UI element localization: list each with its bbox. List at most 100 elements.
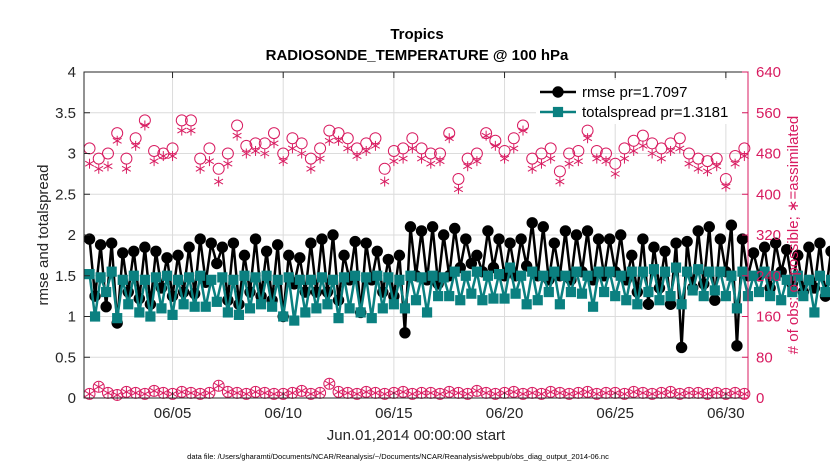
possible-obs-point: [83, 142, 96, 155]
totalspread-point: [610, 291, 621, 302]
totalspread-point: [499, 293, 510, 304]
rmse-point: [271, 239, 284, 251]
y-tick-label: 0.5: [55, 349, 76, 366]
assimilated-obs-low--point: [380, 388, 390, 399]
assimilated-obs-low--point-stroke: [204, 389, 215, 396]
totalspread-point: [493, 269, 505, 280]
assimilated-obs-low--point-stroke: [131, 389, 141, 396]
legend: rmse pr=1.7097 totalspread pr=1.3181: [536, 80, 742, 124]
totalspread-point: [781, 274, 792, 285]
assimilated-obs-low--point: [453, 387, 464, 398]
assimilated-obs-low--point: [223, 386, 233, 397]
rmse-point: [117, 247, 129, 259]
assimilated-obs-low--point: [509, 386, 519, 397]
assimilated-obs-point-stroke: [214, 178, 224, 185]
rmse-point: [526, 217, 538, 229]
assimilated-obs-low--point-stroke: [232, 389, 242, 396]
assimilated-obs-low--point-stroke: [435, 390, 445, 397]
assimilated-obs-low--point: [536, 388, 547, 399]
assimilated-obs-point-stroke: [315, 155, 325, 162]
assimilated-obs-point: [546, 153, 556, 164]
assimilated-obs-point-stroke: [573, 158, 583, 165]
rmse-point: [238, 249, 251, 262]
assimilated-obs-low--point: [324, 378, 334, 389]
totalspread-point: [261, 270, 272, 281]
possible-obs-low--point: [461, 387, 474, 400]
totalspread-point: [316, 272, 328, 283]
legend-label: totalspread pr=1.3181: [582, 104, 728, 121]
assimilated-obs-low--point: [592, 388, 602, 399]
assimilated-obs-point-stroke: [435, 158, 445, 165]
assimilated-obs-point-stroke: [647, 150, 657, 157]
assimilated-obs-point: [407, 143, 417, 154]
assimilated-obs-low--point-stroke: [444, 388, 454, 395]
assimilated-obs-low--point-stroke: [186, 389, 196, 396]
assimilated-obs-low--point-stroke: [426, 389, 436, 396]
totalspread-point: [200, 301, 211, 312]
totalspread-point: [516, 270, 527, 281]
assimilated-obs-point: [702, 166, 713, 177]
assimilated-obs-point: [527, 163, 537, 174]
assimilated-obs-low--point-stroke: [103, 389, 113, 396]
totalspread-point: [322, 299, 333, 310]
rmse-point: [637, 233, 649, 245]
assimilated-obs-low--point: [315, 387, 325, 398]
totalspread-point: [244, 303, 256, 314]
rmse-point: [592, 233, 605, 245]
possible-obs-point: [212, 162, 225, 175]
assimilated-obs-point-stroke: [453, 186, 464, 193]
assimilated-obs-point: [324, 135, 334, 146]
assimilated-obs-low--point-stroke: [250, 388, 261, 395]
totalspread-point: [106, 266, 117, 277]
totalspread-point: [344, 303, 355, 314]
assimilated-obs-point-stroke: [343, 145, 353, 152]
assimilated-obs-low--point: [306, 388, 316, 399]
totalspread-point: [128, 270, 139, 281]
assimilated-obs-point: [269, 138, 279, 149]
assimilated-obs-point-stroke: [333, 137, 344, 144]
assimilated-obs-point: [167, 151, 178, 162]
possible-obs-low--point: [701, 387, 714, 400]
assimilated-obs-low--point-stroke: [333, 388, 344, 395]
assimilated-obs-point-stroke: [444, 135, 454, 142]
assimilated-obs-point-stroke: [730, 160, 740, 167]
assimilated-obs-point-stroke: [693, 165, 703, 172]
assimilated-obs-point-stroke: [112, 137, 122, 144]
assimilated-obs-low--point-stroke: [518, 390, 528, 397]
totalspread-point: [178, 299, 189, 310]
assimilated-obs-point-stroke: [398, 155, 408, 162]
assimilated-obs-low--point-stroke: [564, 390, 574, 397]
totalspread-point: [283, 272, 294, 283]
assimilated-obs-point: [490, 140, 500, 151]
assimilated-obs-low--point: [638, 387, 648, 398]
possible-obs-low--point: [646, 387, 659, 400]
assimilated-obs-point: [94, 163, 104, 174]
assimilated-obs-low--point-stroke: [463, 390, 473, 397]
rmse-point: [283, 249, 295, 262]
totalspread-point: [565, 286, 577, 298]
assimilated-obs-low--point: [260, 387, 270, 398]
rmse-point: [747, 247, 760, 259]
assimilated-obs-low--point-stroke: [370, 389, 381, 396]
assimilated-obs-low--point-stroke: [306, 390, 316, 397]
possible-obs-low--point: [92, 380, 105, 393]
assimilated-obs-low--point-stroke: [739, 390, 749, 397]
assimilated-obs-low--point: [619, 388, 630, 399]
rmse-point: [404, 221, 417, 233]
assimilated-obs-point-stroke: [407, 145, 417, 152]
legend-box: [536, 80, 742, 124]
totalspread-point: [792, 270, 803, 281]
assimilated-obs-point-stroke: [324, 137, 334, 144]
totalspread-point: [632, 299, 643, 310]
assimilated-obs-low--point-stroke: [555, 389, 565, 396]
totalspread-point: [250, 272, 261, 283]
totalspread-point: [471, 266, 482, 277]
assimilated-obs-point-stroke: [416, 155, 427, 162]
possible-obs-low--point: [138, 387, 151, 400]
assimilated-obs-low--point: [343, 387, 353, 398]
totalspread-point: [372, 270, 383, 281]
assimilated-obs-point: [444, 133, 454, 144]
assimilated-obs-low--point-stroke: [287, 389, 298, 396]
possible-obs-point: [203, 142, 216, 155]
assimilated-obs-low--point: [546, 386, 556, 397]
